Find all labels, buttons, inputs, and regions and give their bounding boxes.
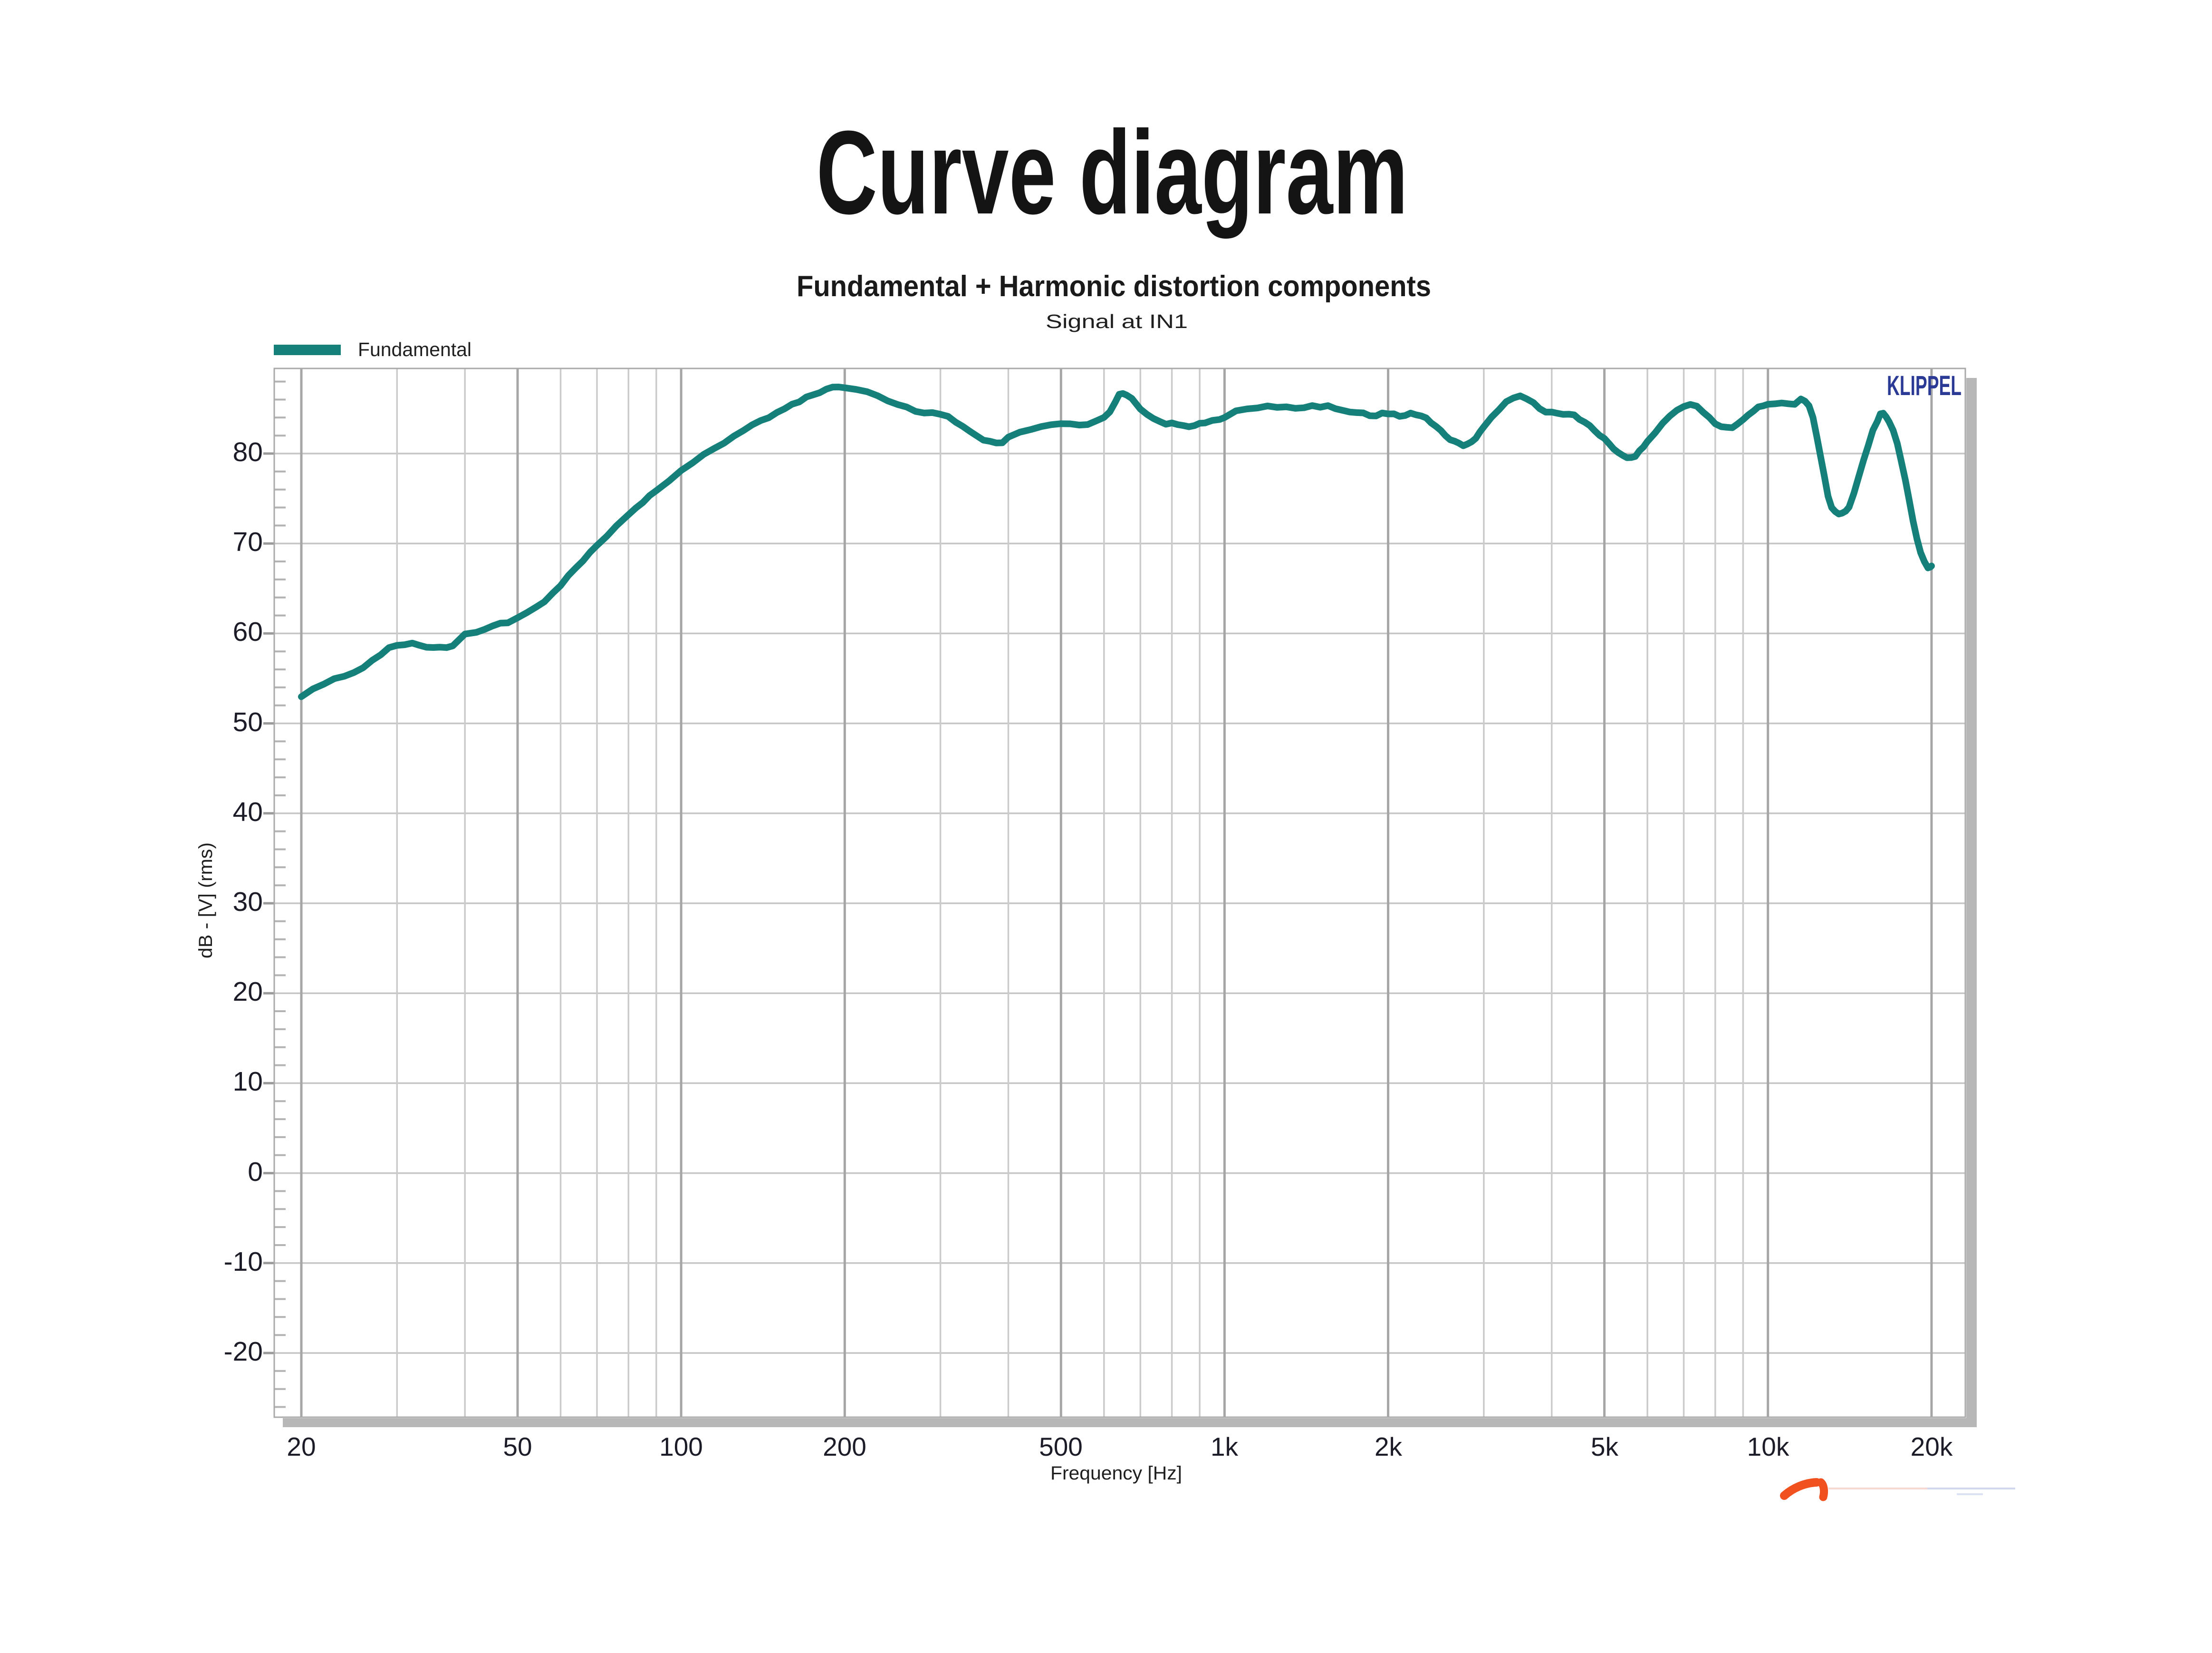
svg-text:dB - [V] (rms): dB - [V] (rms) bbox=[195, 842, 216, 958]
svg-text:Curve diagram: Curve diagram bbox=[817, 106, 1408, 239]
svg-text:Frequency [Hz]: Frequency [Hz] bbox=[1050, 1463, 1182, 1484]
svg-text:5k: 5k bbox=[1591, 1432, 1619, 1461]
svg-text:0: 0 bbox=[248, 1157, 263, 1187]
svg-text:100: 100 bbox=[659, 1432, 703, 1461]
svg-text:50: 50 bbox=[503, 1432, 532, 1461]
svg-text:Fundamental + Harmonic distort: Fundamental + Harmonic distortion compon… bbox=[797, 270, 1431, 303]
svg-text:80: 80 bbox=[233, 437, 263, 467]
svg-text:Signal at IN1: Signal at IN1 bbox=[1046, 310, 1188, 332]
svg-text:20: 20 bbox=[233, 976, 263, 1007]
svg-text:-10: -10 bbox=[224, 1247, 263, 1277]
svg-text:30: 30 bbox=[233, 887, 263, 917]
svg-text:10k: 10k bbox=[1747, 1432, 1789, 1461]
svg-text:500: 500 bbox=[1039, 1432, 1083, 1461]
svg-text:40: 40 bbox=[233, 797, 263, 827]
svg-text:10: 10 bbox=[233, 1066, 263, 1097]
svg-text:1k: 1k bbox=[1211, 1432, 1239, 1461]
svg-text:70: 70 bbox=[233, 527, 263, 557]
svg-text:20: 20 bbox=[287, 1432, 316, 1461]
svg-text:20k: 20k bbox=[1911, 1432, 1953, 1461]
svg-text:2k: 2k bbox=[1375, 1432, 1403, 1461]
svg-text:-20: -20 bbox=[224, 1336, 263, 1367]
svg-text:200: 200 bbox=[823, 1432, 866, 1461]
svg-text:60: 60 bbox=[233, 617, 263, 647]
svg-text:50: 50 bbox=[233, 707, 263, 737]
svg-text:KLIPPEL: KLIPPEL bbox=[1887, 370, 1962, 401]
svg-text:Fundamental: Fundamental bbox=[358, 338, 471, 360]
